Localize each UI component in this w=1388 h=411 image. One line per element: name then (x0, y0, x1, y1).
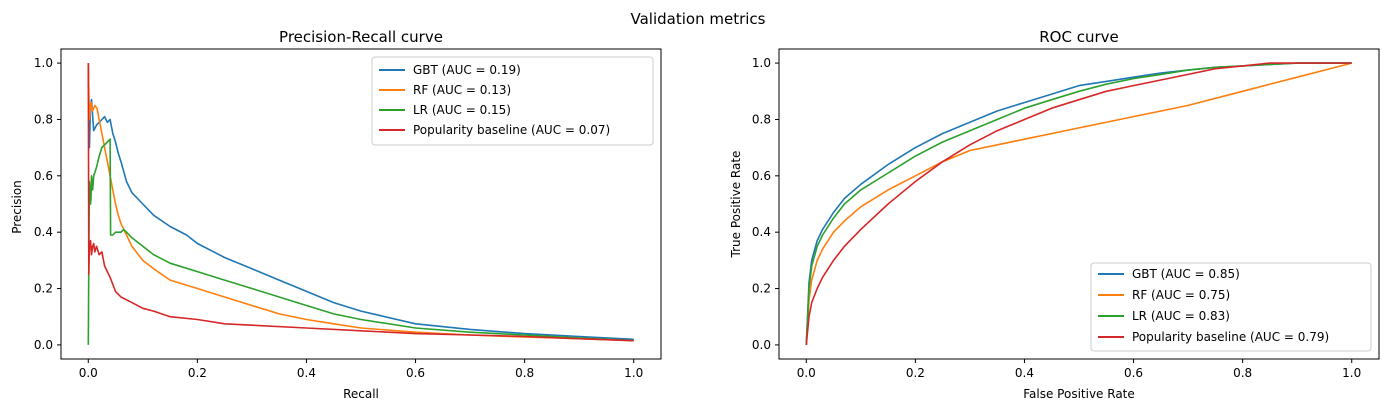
legend-label: RF (AUC = 0.13) (413, 83, 511, 97)
legend-entry: LR (AUC = 0.15) (379, 103, 511, 117)
axis-ticks: 0.0 0.2 0.4 0.6 0.8 1.0 0.0 0.2 0.4 0.6 0.8 1.0 (34, 56, 643, 380)
x-tick-label: 0.2 (188, 366, 207, 380)
chart-title: ROC curve (1039, 28, 1119, 46)
x-axis-label: False Positive Rate (1023, 387, 1135, 401)
legend: GBT (AUC = 0.85) RF (AUC = 0.75) LR (AUC… (1090, 262, 1372, 352)
x-tick-label: 0.8 (515, 366, 534, 380)
legend-entry: GBT (AUC = 0.19) (379, 63, 521, 77)
axis-ticks: 0.0 0.2 0.4 0.6 0.8 1.0 0.0 0.2 0.4 0.6 0.8 1.0 (752, 56, 1361, 380)
y-tick-label: 0.2 (752, 282, 771, 296)
series-lines (805, 62, 1352, 345)
legend-entry: RF (AUC = 0.13) (379, 83, 511, 97)
y-tick-label: 1.0 (34, 56, 53, 70)
legend-box (1090, 262, 1372, 352)
legend-label: Popularity baseline (AUC = 0.79) (1132, 330, 1329, 344)
x-axis-label: Recall (343, 387, 379, 401)
y-tick-label: 0.8 (34, 112, 53, 126)
y-tick-label: 1.0 (752, 56, 771, 70)
series-line (87, 138, 634, 345)
x-tick-label: 0.6 (1124, 366, 1143, 380)
roc-chart: ROC curve False Positive Rate True Posit… (729, 28, 1380, 401)
legend: GBT (AUC = 0.19) RF (AUC = 0.13) LR (AUC… (371, 56, 654, 146)
chart-title: Precision-Recall curve (279, 28, 443, 46)
legend-entry: Popularity baseline (AUC = 0.79) (1098, 330, 1329, 344)
x-tick-label: 0.4 (1015, 366, 1034, 380)
y-tick-label: 0.6 (752, 169, 771, 183)
legend-entry: RF (AUC = 0.75) (1098, 288, 1230, 302)
legend-entry: Popularity baseline (AUC = 0.07) (379, 123, 610, 137)
plot-frame (778, 48, 1380, 360)
y-tick-label: 0.8 (752, 112, 771, 126)
series-line (87, 63, 634, 342)
legend-label: GBT (AUC = 0.19) (413, 63, 521, 77)
y-axis-label: Precision (10, 180, 24, 234)
legend-label: GBT (AUC = 0.85) (1132, 267, 1240, 281)
series-lines (87, 63, 634, 345)
x-tick-label: 0.0 (79, 366, 98, 380)
x-tick-label: 0.8 (1233, 366, 1252, 380)
legend-label: LR (AUC = 0.83) (1132, 309, 1230, 323)
y-tick-label: 0.4 (34, 225, 53, 239)
y-tick-label: 0.2 (34, 282, 53, 296)
y-tick-label: 0.4 (752, 225, 771, 239)
x-tick-label: 1.0 (1342, 366, 1361, 380)
y-tick-label: 0.0 (34, 338, 53, 352)
legend-label: RF (AUC = 0.75) (1132, 288, 1230, 302)
x-tick-label: 1.0 (624, 366, 643, 380)
plot-frame (60, 48, 662, 360)
y-tick-label: 0.0 (752, 338, 771, 352)
series-line (87, 63, 634, 341)
x-tick-label: 0.2 (906, 366, 925, 380)
series-line (87, 63, 634, 342)
legend-entry: LR (AUC = 0.83) (1098, 309, 1230, 323)
precision-recall-chart: Precision-Recall curve Recall Precision … (10, 28, 662, 401)
x-tick-label: 0.4 (297, 366, 316, 380)
legend-label: Popularity baseline (AUC = 0.07) (413, 123, 610, 137)
legend-box (371, 56, 654, 146)
legend-entry: GBT (AUC = 0.85) (1098, 267, 1240, 281)
x-tick-label: 0.0 (797, 366, 816, 380)
y-tick-label: 0.6 (34, 169, 53, 183)
series-line (805, 62, 1352, 345)
series-line (805, 62, 1352, 345)
series-line (805, 62, 1352, 345)
figure-title: Validation metrics (631, 10, 766, 28)
x-tick-label: 0.6 (406, 366, 425, 380)
legend-label: LR (AUC = 0.15) (413, 103, 511, 117)
y-axis-label: True Positive Rate (729, 151, 743, 259)
